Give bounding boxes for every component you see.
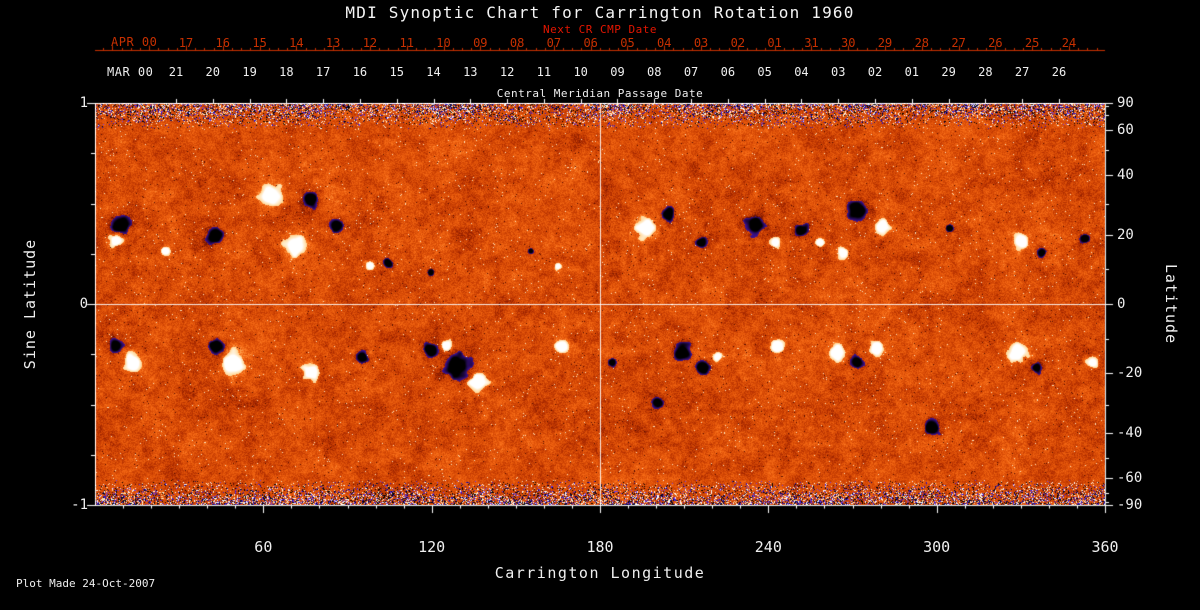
next-cr-date-label: 02 bbox=[730, 36, 746, 50]
next-cr-date-label: 24 bbox=[1061, 36, 1077, 50]
next-cr-date-label: 25 bbox=[1024, 36, 1040, 50]
cmp-date-label: 14 bbox=[426, 65, 441, 79]
cmp-date-label: 11 bbox=[536, 65, 552, 79]
cmp-date-label: 10 bbox=[573, 65, 588, 79]
cmp-date-label: 17 bbox=[315, 65, 331, 79]
next-cr-date-label: 04 bbox=[657, 36, 672, 50]
right-tick-label: 90 bbox=[1117, 95, 1134, 111]
cmp-axis-label: Central Meridian Passage Date bbox=[496, 87, 704, 100]
left-tick-label: 1 bbox=[79, 95, 88, 111]
cmp-date-label: 19 bbox=[242, 65, 257, 79]
cmp-date-label: 05 bbox=[757, 65, 772, 79]
next-cr-date-label: 29 bbox=[877, 36, 893, 50]
next-cr-date-label: 05 bbox=[620, 36, 635, 50]
cmp-date-label: 18 bbox=[279, 65, 294, 79]
cmp-date-label: 29 bbox=[941, 65, 956, 79]
cmp-date-label: 13 bbox=[463, 65, 478, 79]
cmp-date-label: 20 bbox=[205, 65, 221, 79]
next-cr-date-label: 10 bbox=[436, 36, 451, 50]
next-cr-date-label: 16 bbox=[215, 36, 231, 50]
right-tick-label: 40 bbox=[1117, 166, 1134, 183]
next-cr-date-label: 06 bbox=[583, 36, 598, 50]
right-tick-label: -60 bbox=[1117, 470, 1143, 487]
right-tick-label: -40 bbox=[1117, 425, 1143, 442]
cmp-date-label: 15 bbox=[389, 65, 404, 79]
next-cr-date-label: 27 bbox=[951, 36, 966, 50]
next-cr-date-label: 28 bbox=[914, 36, 930, 50]
x-tick-label: 120 bbox=[418, 538, 446, 556]
cmp-date-label: 04 bbox=[794, 65, 809, 79]
x-tick-label: 180 bbox=[586, 538, 614, 556]
left-tick-label: -1 bbox=[71, 497, 88, 513]
cmp-date-label: 21 bbox=[168, 65, 184, 79]
left-axis-title: Sine Latitude bbox=[21, 238, 39, 370]
next-cr-date-label: 09 bbox=[473, 36, 488, 50]
right-tick-label: 60 bbox=[1117, 121, 1134, 138]
chart-title: MDI Synoptic Chart for Carrington Rotati… bbox=[345, 3, 855, 22]
next-cr-date-label: 11 bbox=[399, 36, 414, 50]
x-tick-label: 360 bbox=[1091, 538, 1119, 556]
x-tick-label: 300 bbox=[923, 538, 951, 556]
next-cr-date-label: 17 bbox=[178, 36, 194, 50]
cmp-date-label: 16 bbox=[352, 65, 368, 79]
next-cr-date-label: 14 bbox=[289, 36, 304, 50]
next-cr-date-label: 03 bbox=[693, 36, 709, 50]
right-tick-label: 20 bbox=[1117, 227, 1134, 244]
cmp-date-label: 07 bbox=[683, 65, 699, 79]
cmp-date-label: 09 bbox=[610, 65, 625, 79]
cmp-date-label: 26 bbox=[1051, 65, 1067, 79]
cmp-date-label: 12 bbox=[499, 65, 515, 79]
right-axis-title: Latitude bbox=[1162, 263, 1180, 345]
plot-made-note: Plot Made 24-Oct-2007 bbox=[16, 577, 156, 590]
next-cr-date-label: 31 bbox=[804, 36, 819, 50]
x-tick-label: 60 bbox=[254, 538, 273, 556]
next-cr-date-label: 08 bbox=[509, 36, 525, 50]
right-tick-label: 0 bbox=[1117, 296, 1126, 312]
cmp-date-label: 28 bbox=[978, 65, 993, 79]
cmp-date-label: 27 bbox=[1014, 65, 1030, 79]
cmp-month-label: MAR 00 bbox=[107, 65, 154, 79]
right-tick-label: -90 bbox=[1117, 497, 1143, 513]
cmp-date-label: 01 bbox=[904, 65, 920, 79]
next-cr-date-label: 26 bbox=[988, 36, 1003, 50]
next-cr-date-label: 15 bbox=[252, 36, 267, 50]
next-cr-date-label: 30 bbox=[840, 36, 856, 50]
next-cr-date-label: 07 bbox=[546, 36, 562, 50]
cmp-date-label: 08 bbox=[647, 65, 662, 79]
magnetogram-heatmap bbox=[95, 103, 1105, 505]
x-axis-title: Carrington Longitude bbox=[494, 564, 706, 582]
next-cr-axis-label: Next CR CMP Date bbox=[543, 23, 657, 36]
next-cr-date-label: 13 bbox=[325, 36, 341, 50]
next-cr-date-label: 12 bbox=[362, 36, 378, 50]
left-tick-label: 0 bbox=[79, 296, 88, 312]
next-cr-month-label: APR 00 bbox=[111, 35, 158, 49]
next-cr-date-label: 01 bbox=[767, 36, 782, 50]
right-tick-label: -20 bbox=[1117, 364, 1143, 381]
x-tick-label: 240 bbox=[754, 538, 782, 556]
cmp-date-label: 02 bbox=[867, 65, 883, 79]
cmp-date-label: 03 bbox=[830, 65, 846, 79]
cmp-date-label: 06 bbox=[720, 65, 736, 79]
